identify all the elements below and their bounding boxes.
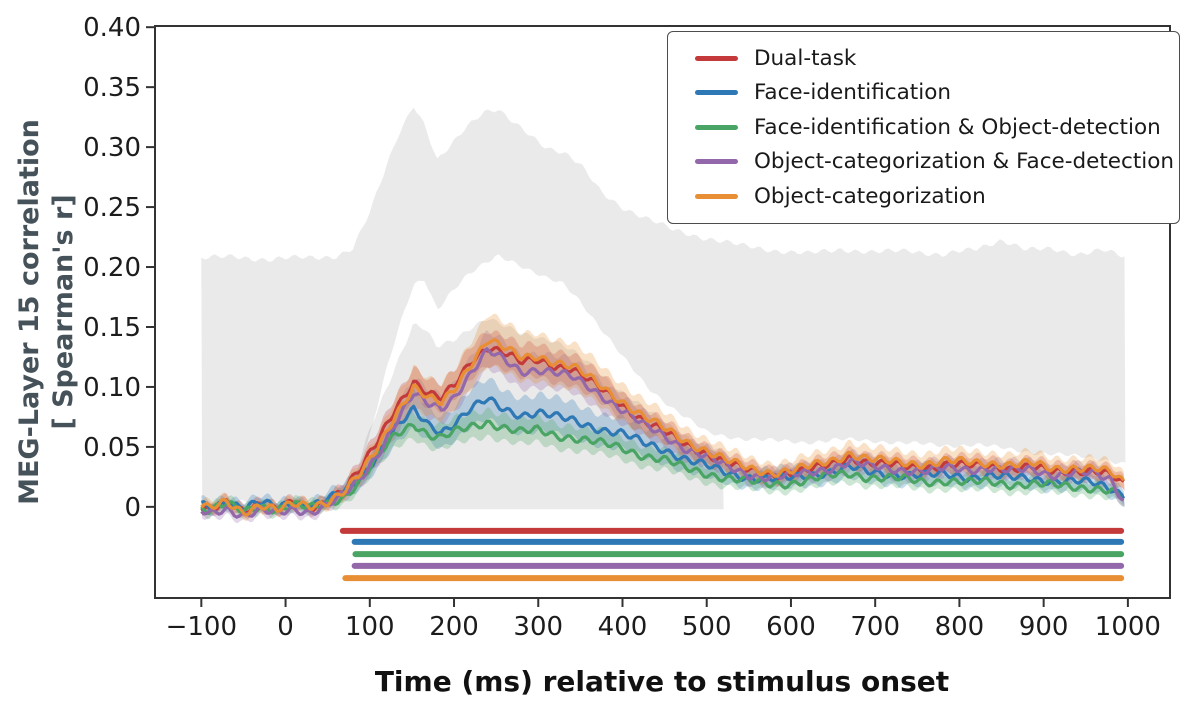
legend-label: Face-identification & Object-detection (754, 114, 1161, 140)
x-axis-title: Time (ms) relative to stimulus onset (375, 665, 949, 698)
x-tick-label: 600 (766, 612, 816, 642)
y-axis-title-line1: MEG-Layer 15 correlation (14, 119, 45, 505)
legend-item-3: Face-identification & Object-detection (695, 110, 1169, 145)
legend-item-1: Dual-task (695, 41, 1169, 76)
legend-swatch-icon (695, 90, 738, 96)
legend-label: Face-identification (754, 80, 951, 105)
legend-swatch-icon (695, 193, 738, 199)
x-tick-label: 100 (345, 612, 395, 642)
legend-label: Object-categorization (754, 183, 986, 209)
legend-item-4: Object-categorization & Face-detection (695, 145, 1174, 180)
y-tick-label: 0.10 (83, 373, 141, 403)
x-tick-label: 500 (682, 612, 732, 642)
legend-swatch-icon (695, 159, 738, 165)
legend: Dual-task Face-identification Face-identif… (667, 31, 1180, 224)
x-tick-label: 400 (598, 612, 648, 642)
x-tick-label: 700 (850, 612, 900, 642)
legend-label: Dual-task (754, 45, 857, 71)
noise-ceiling-polygon (201, 107, 1126, 505)
y-tick-label: 0.35 (83, 73, 141, 103)
y-tick-label: 0.25 (83, 193, 141, 223)
tick-labels: −100 0 100 200 300 400 500 600 700 800 900 1000 0 0.0… (83, 13, 1161, 642)
significance-bars (339, 527, 1125, 582)
x-tick-label: 800 (935, 612, 985, 642)
y-tick-label: 0.20 (83, 253, 141, 283)
axes-spines-ticks (146, 25, 1171, 607)
series-line-5 (200, 338, 1125, 517)
plot-box (154, 25, 1171, 599)
legend-swatch-icon (695, 124, 738, 130)
y-tick-label: 0.40 (83, 13, 141, 43)
legend-label: Object-categorization & Face-detection (754, 149, 1175, 174)
series-line-4 (200, 347, 1125, 519)
legend-swatch-icon (695, 55, 738, 61)
y-tick-label: 0 (124, 493, 141, 523)
error-band-5 (201, 313, 1125, 521)
y-tick-label: 0.15 (83, 313, 141, 343)
y-tick-label: 0.30 (83, 133, 141, 163)
y-tick-label: 0.05 (83, 433, 141, 463)
series-lines (200, 338, 1126, 519)
series-line-3 (200, 419, 1125, 515)
error-band-3 (201, 407, 1125, 520)
y-axis-title-line2: [ Spearman's r] (48, 194, 79, 429)
x-tick-label: 300 (513, 612, 563, 642)
x-tick-label: 200 (429, 612, 479, 642)
error-band-2 (201, 377, 1125, 517)
x-tick-label: 900 (1019, 612, 1069, 642)
legend-item-5: Object-categorization (695, 179, 1169, 214)
x-tick-label: 0 (277, 612, 294, 642)
legend-item-2: Face-identification (695, 76, 1169, 111)
x-tick-label: 1000 (1095, 612, 1161, 642)
x-tick-label: −100 (166, 612, 237, 642)
